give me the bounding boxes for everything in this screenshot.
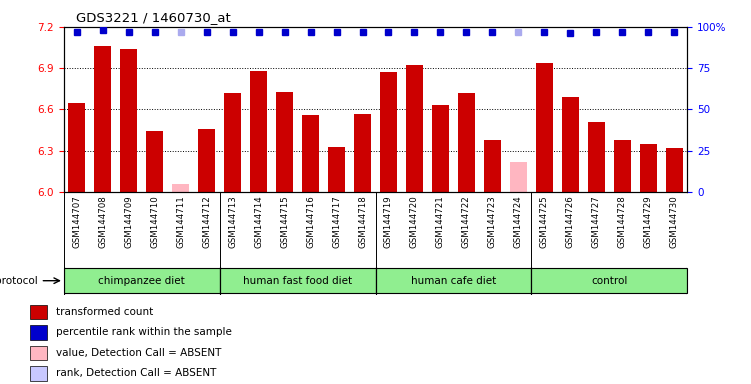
Bar (30, 366, 47, 381)
Text: GSM144708: GSM144708 (98, 196, 107, 248)
Text: protocol: protocol (0, 276, 38, 286)
Bar (354, 114, 371, 192)
FancyBboxPatch shape (376, 268, 532, 293)
Bar (146, 131, 163, 192)
Bar (30, 305, 47, 319)
Text: GSM144719: GSM144719 (384, 196, 393, 248)
Text: GSM144718: GSM144718 (358, 196, 367, 248)
Text: GSM144716: GSM144716 (306, 196, 315, 248)
Text: GSM144729: GSM144729 (644, 196, 653, 248)
Bar (432, 105, 449, 192)
Bar (225, 93, 241, 192)
Text: rank, Detection Call = ABSENT: rank, Detection Call = ABSENT (56, 368, 217, 378)
FancyBboxPatch shape (64, 268, 220, 293)
Text: GSM144728: GSM144728 (618, 196, 627, 248)
FancyBboxPatch shape (532, 268, 687, 293)
Bar (95, 46, 111, 192)
Text: GSM144714: GSM144714 (254, 196, 263, 248)
Bar (588, 122, 605, 192)
Text: chimpanzee diet: chimpanzee diet (98, 276, 185, 286)
Text: GSM144709: GSM144709 (124, 196, 133, 248)
Text: GSM144717: GSM144717 (332, 196, 341, 248)
Bar (198, 129, 215, 192)
Text: value, Detection Call = ABSENT: value, Detection Call = ABSENT (56, 348, 222, 358)
Bar (665, 148, 683, 192)
Bar (536, 63, 553, 192)
Bar (30, 325, 47, 340)
Text: GSM144720: GSM144720 (410, 196, 419, 248)
Text: human cafe diet: human cafe diet (411, 276, 496, 286)
Bar (30, 346, 47, 360)
Text: GSM144713: GSM144713 (228, 196, 237, 248)
Bar (250, 71, 267, 192)
Bar (120, 49, 137, 192)
Text: GSM144726: GSM144726 (566, 196, 575, 248)
Bar (380, 72, 397, 192)
Text: GSM144727: GSM144727 (592, 196, 601, 248)
Text: control: control (591, 276, 627, 286)
Bar (276, 91, 293, 192)
Text: GSM144721: GSM144721 (436, 196, 445, 248)
Bar (614, 140, 631, 192)
Bar (640, 144, 656, 192)
Bar (68, 103, 86, 192)
Text: GSM144722: GSM144722 (462, 196, 471, 248)
Text: GSM144730: GSM144730 (670, 196, 679, 248)
Text: GSM144710: GSM144710 (150, 196, 159, 248)
Text: GSM144725: GSM144725 (540, 196, 549, 248)
Text: GSM144723: GSM144723 (488, 196, 497, 248)
Text: GSM144724: GSM144724 (514, 196, 523, 248)
Bar (484, 140, 501, 192)
Text: percentile rank within the sample: percentile rank within the sample (56, 328, 232, 338)
Text: GSM144707: GSM144707 (72, 196, 81, 248)
Bar (562, 97, 579, 192)
Bar (458, 93, 475, 192)
Text: GDS3221 / 1460730_at: GDS3221 / 1460730_at (77, 11, 231, 24)
Bar (406, 65, 423, 192)
Text: transformed count: transformed count (56, 307, 153, 317)
Bar (172, 184, 189, 192)
Text: human fast food diet: human fast food diet (243, 276, 352, 286)
Bar (510, 162, 526, 192)
Text: GSM144711: GSM144711 (176, 196, 185, 248)
FancyBboxPatch shape (220, 268, 376, 293)
Text: GSM144715: GSM144715 (280, 196, 289, 248)
Bar (302, 115, 319, 192)
Bar (328, 147, 345, 192)
Text: GSM144712: GSM144712 (202, 196, 211, 248)
